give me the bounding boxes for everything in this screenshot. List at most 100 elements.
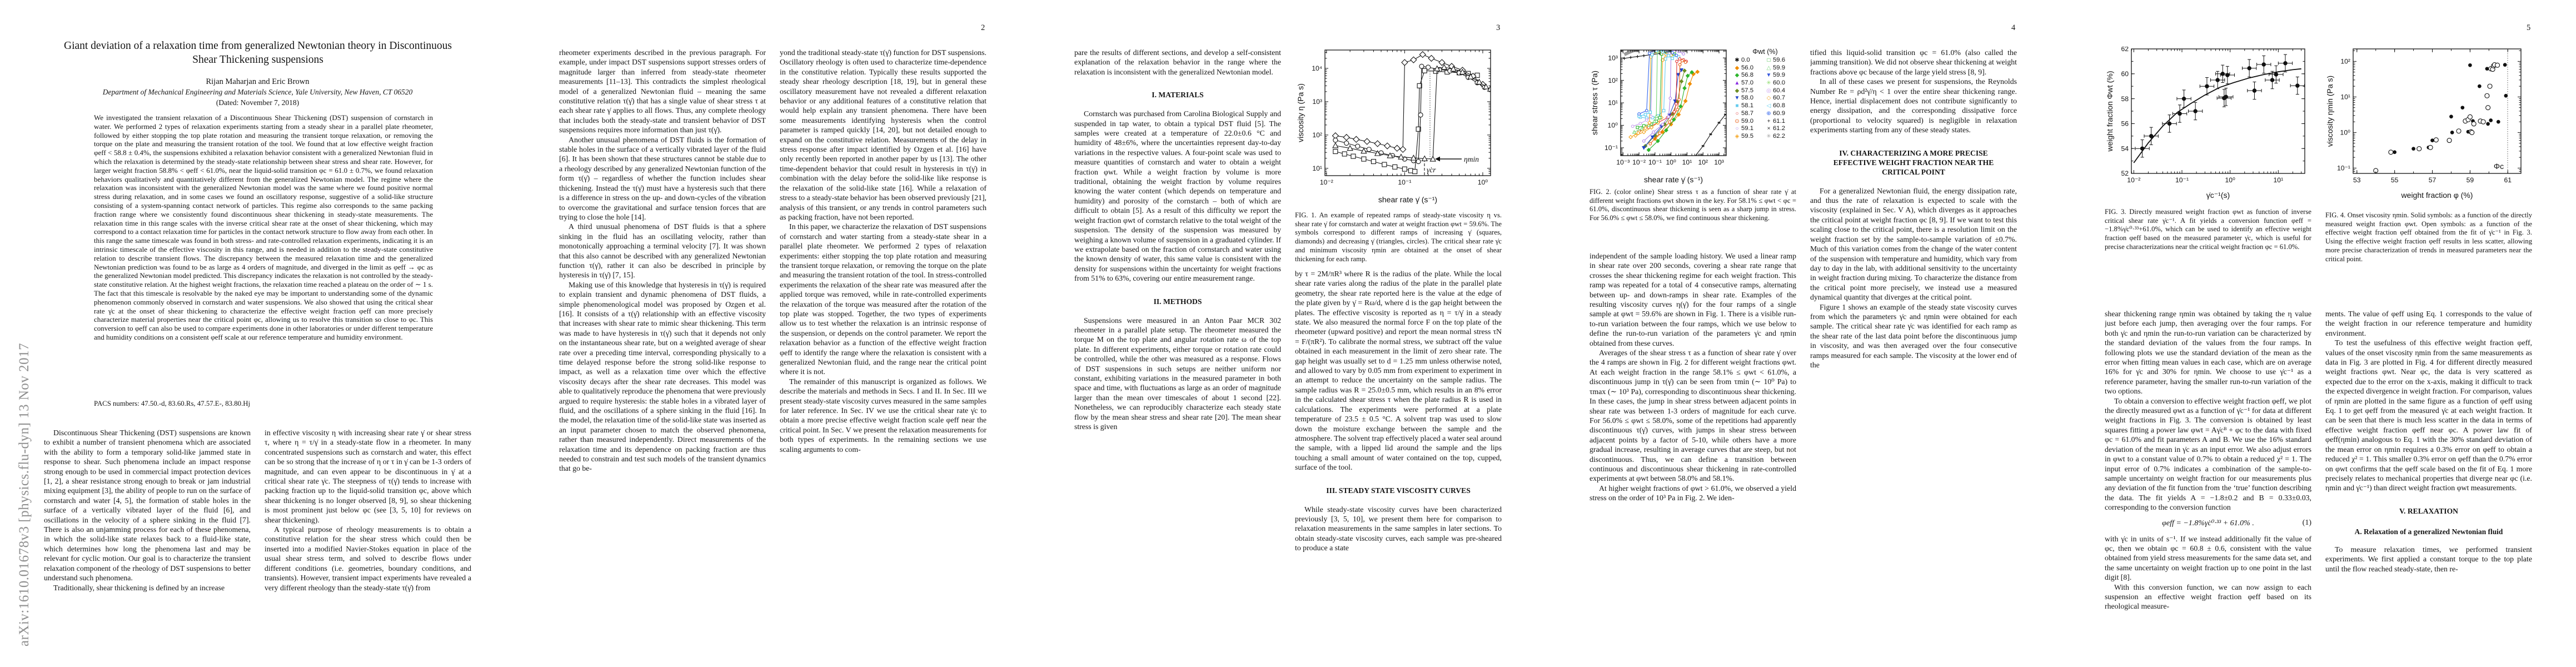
figure-3-caption: FIG. 3. Directly measured weight fractio… — [2105, 208, 2311, 251]
legend-marker-icon: ▼ — [1766, 72, 1772, 79]
figure-3-plot: 10⁻² 10⁻¹ 10⁰ 10¹ 52 54 56 58 60 62 γ̇c⁻¹(s) weig… — [2105, 47, 2305, 200]
equation-1: φeff = −1.8%γ̇c⁰·³³ + 61.0% . (1) — [2105, 519, 2311, 528]
legend-title: Φwt (%) — [1752, 48, 1778, 56]
page-number: 5 — [2527, 23, 2531, 32]
legend-entry: □ 59.6 — [1765, 57, 1796, 64]
tick-label: 60 — [2121, 70, 2129, 78]
legend-entry: ◆ 57.5 — [1733, 87, 1765, 95]
paragraph: At higher weight fractions of φwt > 61.0… — [1590, 484, 1796, 502]
paragraph: with γ̇c in units of s⁻¹. If we instead … — [2105, 534, 2311, 582]
pacs-numbers: PACS numbers: 47.50.-d, 83.60.Rs, 47.57.… — [94, 400, 251, 407]
legend-marker-icon: ■ — [1735, 103, 1739, 109]
paragraph: yond the traditional steady-state τ(γ̇) … — [780, 48, 986, 221]
legend-label: 56.8 — [1741, 72, 1753, 79]
legend-entry: × 61.2 — [1765, 125, 1796, 133]
page-1: arXiv:1610.01678v3 [physics.flu-dyn] 13 … — [0, 0, 515, 667]
paragraph: independent of the sample loading histor… — [1590, 252, 1796, 347]
section-heading-relaxation: V. RELAXATION — [2399, 506, 2458, 515]
legend-marker-icon: ◆ — [1735, 64, 1740, 71]
paragraph: The remainder of this manuscript is orga… — [780, 377, 986, 454]
tick-label: 56 — [2121, 120, 2129, 128]
legend-marker-icon: + — [1767, 118, 1771, 125]
fig1-ylabel: viscosity η (Pa s) — [1296, 83, 1305, 142]
legend-label: 60.4 — [1773, 87, 1785, 94]
legend-marker-icon: ⊕ — [1766, 110, 1771, 117]
paragraph: In all of these cases we present for sus… — [1810, 77, 2017, 135]
paragraph: To measure relaxation times, we performe… — [2325, 545, 2532, 573]
phi-c-annotation: Φc — [2494, 162, 2504, 171]
paragraph: To obtain a conversion to effective weig… — [2105, 396, 2311, 512]
paragraph: in effective viscosity η with increasing… — [265, 429, 471, 524]
page1-right-column: in effective viscosity η with increasing… — [265, 428, 471, 648]
tick-label: 10² — [1608, 77, 1618, 84]
tick-label: 10⁴ — [1312, 64, 1322, 72]
equation-body: φeff = −1.8%γ̇c⁰·³³ + 61.0% . — [2162, 519, 2254, 527]
page2-left-column: rheometer experiments described in the p… — [559, 48, 766, 651]
legend-label: 60.9 — [1773, 109, 1785, 117]
legend-label: 0.0 — [1741, 57, 1750, 63]
tick-label: 10⁻¹ — [1398, 178, 1411, 186]
tick-label: 10⁰ — [1478, 178, 1488, 186]
page5-right-column: ments. The value of φeff using Eq. 1 cor… — [2325, 309, 2532, 649]
plot-series — [1622, 50, 1726, 156]
paragraph: shear thickening range ηmin was obtained… — [2105, 310, 2311, 396]
tick-label: 10¹ — [1682, 158, 1692, 166]
tick-label: 10¹ — [1312, 165, 1322, 172]
legend-marker-icon: ◈ — [1735, 133, 1740, 140]
tick-label: 10¹ — [2340, 93, 2350, 101]
legend-marker-icon: ✱ — [1735, 57, 1740, 63]
fig2-xlabel: shear rate γ̇ (s⁻¹) — [1644, 175, 1703, 184]
page1-left-column: Discontinuous Shear Thickening (DST) sus… — [44, 428, 251, 648]
legend-entry: ◈ 59.5 — [1733, 133, 1765, 141]
tick-label: 61 — [2504, 176, 2512, 184]
page3-left-column: pare the results of different sections, … — [1074, 48, 1281, 651]
legend-marker-icon: ○ — [1735, 126, 1739, 132]
legend-entry: ◆ 56.0 — [1733, 64, 1765, 72]
legend-label: 61.2 — [1773, 125, 1785, 132]
abstract: We investigated the transient relaxation… — [94, 113, 433, 341]
fig3-xlabel: γ̇c⁻¹(s) — [2206, 191, 2230, 200]
tick-label: 10⁻¹ — [1648, 158, 1662, 166]
legend-marker-icon: ✳ — [1766, 80, 1771, 87]
figure-4-plot: 53 55 57 59 61 10⁻¹ 10⁰ 10¹ 10² Φc weight fracti… — [2325, 48, 2522, 200]
legend-entry: ◆ 56.8 — [1733, 72, 1765, 79]
tick-label: 10⁻² — [1632, 158, 1646, 166]
tick-label: 10³ — [1714, 158, 1724, 166]
legend-column: □ 59.6 △ 59.9 ▼ 59.9 ✳ 60.0 ◎ 60.4 ◇ 60.7 ◁ 60.… — [1765, 57, 1796, 141]
figure-2-plot: 10⁻³ 10⁻² 10⁻¹ 10⁰ 10¹ 10² 10³10⁻¹10⁰10¹10²10³… — [1590, 49, 1727, 184]
gamma-cr-annotation: γ̇cr — [1427, 166, 1436, 174]
legend-entry: ▲ 57.0 — [1733, 79, 1765, 87]
figure-1-plot: 10⁻² 10⁻¹ 10⁰ 10¹ 10² 10³ 10⁴ ηmin γ̇cr shear … — [1296, 49, 1491, 204]
legend-entry: ✱ 0.0 — [1733, 57, 1765, 64]
arxiv-watermark: arXiv:1610.01678v3 [physics.flu-dyn] 13 … — [17, 342, 32, 646]
fig3-ylabel: weight fraction Φwt (%) — [2105, 71, 2114, 152]
legend-entry: ⊕ 60.9 — [1765, 110, 1796, 118]
tick-label: 53 — [2353, 176, 2361, 184]
paragraph: While steady-state viscosity curves have… — [1295, 505, 1502, 552]
paragraph: tified this liquid-solid transition φc =… — [1810, 48, 2017, 76]
legend-entry: ◎ 60.4 — [1765, 87, 1796, 95]
legend-marker-icon: △ — [1766, 64, 1771, 71]
legend-marker-icon: ▲ — [1734, 80, 1740, 87]
paragraph: Figure 1 shows an example of the steady … — [1810, 302, 2017, 369]
legend-marker-icon: ◁ — [1766, 103, 1771, 109]
legend-entry: +61.1 — [1765, 118, 1796, 126]
legend-label: 59.6 — [1773, 57, 1785, 63]
tick-label: 57 — [2429, 176, 2437, 184]
page-number: 4 — [2011, 23, 2016, 32]
paragraph: Another unusual phenomena of DST fluids … — [559, 135, 766, 221]
page2-right-column: yond the traditional steady-state τ(γ̇) … — [780, 48, 986, 651]
legend-label: 57.5 — [1741, 87, 1753, 94]
legend-label: 60.0 — [1773, 79, 1785, 87]
paragraph: In this paper, we characterize the relax… — [780, 222, 986, 376]
paragraph: To test the usefulness of this effective… — [2325, 339, 2532, 492]
paragraph: Suspensions were measured in an Anton Pa… — [1074, 316, 1281, 431]
paragraph: For a generalized Newtonian fluid, the e… — [1810, 186, 2017, 302]
page-number: 2 — [981, 23, 985, 32]
tick-label: 10³ — [1312, 98, 1322, 106]
fig4-xlabel: weight fraction φ (%) — [2401, 191, 2473, 200]
subsection-heading-newtonian-relaxation: A. Relaxation of a generalized Newtonian… — [2354, 527, 2503, 536]
paragraph: Traditionally, shear thickening is defin… — [53, 583, 225, 592]
legend-entry: ▼ 59.9 — [1765, 72, 1796, 79]
paragraph: rheometer experiments described in the p… — [559, 48, 766, 135]
